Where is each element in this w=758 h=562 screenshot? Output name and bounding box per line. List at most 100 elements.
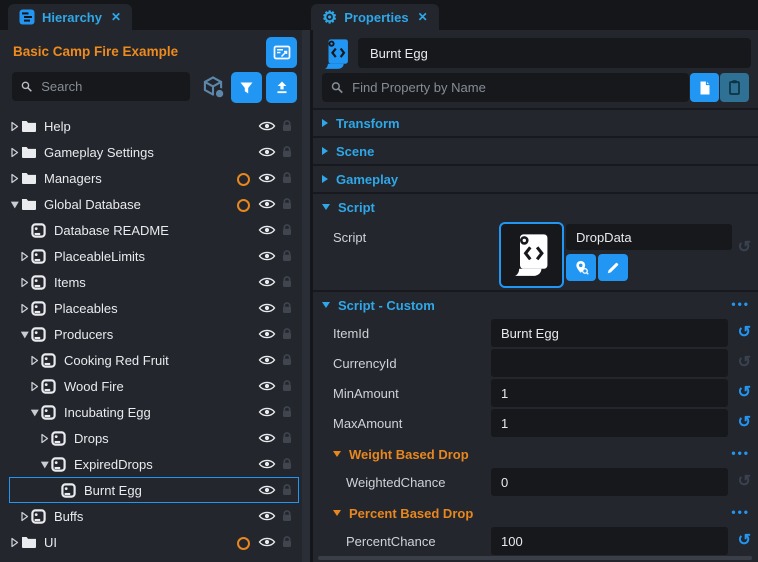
lock-toggle[interactable] [280,275,294,292]
visibility-toggle[interactable] [258,146,276,161]
visibility-toggle[interactable] [258,172,276,187]
paste-properties-button[interactable] [720,73,749,102]
tree-item-ui[interactable]: UI [0,529,302,555]
lock-icon[interactable] [280,145,294,159]
eye-icon[interactable] [258,510,276,522]
eye-icon[interactable] [258,406,276,418]
properties-horizontal-scrollbar[interactable] [318,556,752,560]
tree-item-cooking-red-fruit[interactable]: Cooking Red Fruit [0,347,302,373]
visibility-toggle[interactable] [258,510,276,525]
lock-toggle[interactable] [280,119,294,136]
expander-expanded-icon[interactable] [18,328,31,341]
visibility-toggle[interactable] [258,120,276,135]
reset-icon[interactable]: ↺ [737,532,751,549]
tree-item-incubating-egg[interactable]: Incubating Egg [0,399,302,425]
lock-icon[interactable] [280,405,294,419]
lock-icon[interactable] [280,535,294,549]
lock-toggle[interactable] [280,145,294,162]
lock-toggle[interactable] [280,301,294,318]
section-transform[interactable]: Transform [313,108,758,136]
expander-collapsed-icon[interactable] [8,146,21,159]
section-scene[interactable]: Scene [313,136,758,164]
eye-icon[interactable] [258,250,276,262]
expander-collapsed-icon[interactable] [38,432,51,445]
lock-icon[interactable] [280,457,294,471]
tree-item-placeablelimits[interactable]: PlaceableLimits [0,243,302,269]
visibility-toggle[interactable] [258,302,276,317]
eye-icon[interactable] [258,536,276,548]
group-percent-based-drop[interactable]: Percent Based Drop ••• [313,500,758,526]
currencyid-input[interactable] [491,349,728,377]
visibility-toggle[interactable] [258,276,276,291]
percentchance-input[interactable] [491,527,728,555]
expander-expanded-icon[interactable] [8,198,21,211]
visibility-toggle[interactable] [258,536,276,551]
tree-item-buffs[interactable]: Buffs [0,503,302,529]
lock-toggle[interactable] [280,509,294,526]
property-search[interactable] [322,73,689,102]
lock-icon[interactable] [280,353,294,367]
tree-item-global-database[interactable]: Global Database [0,191,302,217]
lock-icon[interactable] [280,275,294,289]
lock-toggle[interactable] [280,197,294,214]
tree-item-expireddrops[interactable]: ExpiredDrops [0,451,302,477]
lock-toggle[interactable] [280,405,294,422]
find-script-button[interactable] [566,254,596,281]
lock-icon[interactable] [280,327,294,341]
property-search-input[interactable] [350,79,680,96]
tree-item-database-readme[interactable]: Database README [0,217,302,243]
eye-icon[interactable] [258,458,276,470]
tree-item-items[interactable]: Items [0,269,302,295]
eye-icon[interactable] [258,380,276,392]
maxamount-input[interactable] [491,409,728,437]
eye-icon[interactable] [258,276,276,288]
visibility-toggle[interactable] [258,198,276,213]
visibility-toggle[interactable] [258,224,276,239]
visibility-toggle[interactable] [258,406,276,421]
reset-icon[interactable]: ↺ [737,473,751,490]
filter-button[interactable] [231,72,262,103]
eye-icon[interactable] [258,146,276,158]
tree-item-gameplay-settings[interactable]: Gameplay Settings [0,139,302,165]
upload-button[interactable] [266,72,297,103]
lock-toggle[interactable] [280,327,294,344]
reset-icon[interactable]: ↺ [737,414,751,431]
copy-properties-button[interactable] [690,73,719,102]
expander-collapsed-icon[interactable] [18,302,31,315]
minamount-input[interactable] [491,379,728,407]
group-menu-icon[interactable]: ••• [731,505,750,519]
visibility-toggle[interactable] [258,380,276,395]
eye-icon[interactable] [258,484,276,496]
reset-icon[interactable]: ↺ [737,354,751,371]
visibility-toggle[interactable] [258,484,276,499]
reset-icon[interactable]: ↺ [737,384,751,401]
expander-collapsed-icon[interactable] [28,380,41,393]
expander-collapsed-icon[interactable] [8,536,21,549]
script-name-input[interactable] [566,224,732,250]
tree-item-placeables[interactable]: Placeables [0,295,302,321]
eye-icon[interactable] [258,224,276,236]
lock-toggle[interactable] [280,171,294,188]
reset-icon[interactable]: ↺ [737,324,751,341]
lock-icon[interactable] [280,483,294,497]
tree-item-burnt-egg[interactable]: Burnt Egg [0,477,302,503]
eye-icon[interactable] [258,328,276,340]
visibility-toggle[interactable] [258,432,276,447]
expander-expanded-icon[interactable] [38,458,51,471]
hierarchy-search[interactable] [12,72,190,101]
expander-expanded-icon[interactable] [28,406,41,419]
group-menu-icon[interactable]: ••• [731,446,750,460]
tree-item-drops[interactable]: Drops [0,425,302,451]
lock-icon[interactable] [280,379,294,393]
script-asset-thumbnail[interactable] [499,222,564,288]
eye-icon[interactable] [258,302,276,314]
lock-icon[interactable] [280,431,294,445]
network-cube-icon[interactable] [201,75,226,100]
visibility-toggle[interactable] [258,328,276,343]
tab-properties[interactable]: ⚙ Properties ✕ [311,4,439,30]
hierarchy-scrollbar[interactable] [302,30,310,562]
section-script[interactable]: Script [313,192,758,220]
lock-toggle[interactable] [280,457,294,474]
expander-collapsed-icon[interactable] [18,250,31,263]
lock-icon[interactable] [280,249,294,263]
